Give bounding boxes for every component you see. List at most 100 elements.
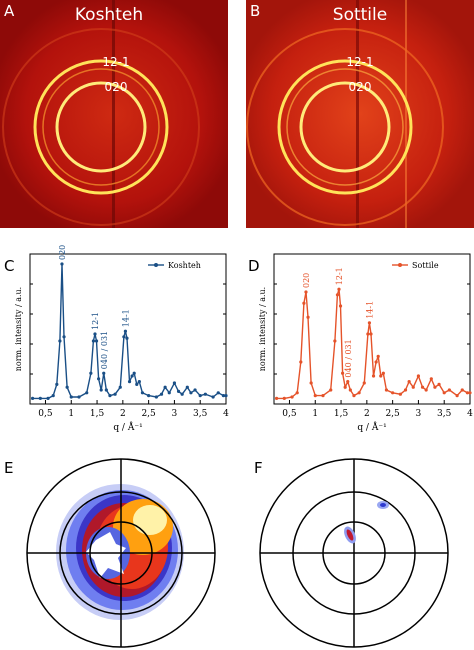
data-point [321,394,325,398]
data-point [123,329,128,333]
pole-figure-spots-f [344,501,389,544]
y-axis-label: norm. intensity / a.u. [258,287,267,371]
data-point [180,392,184,396]
data-point [159,392,164,396]
peak-label: 14-1 [365,301,374,319]
data-point [135,382,139,386]
data-point [65,385,69,389]
density-zero-region [86,532,126,578]
x-tick-label: 3 [172,409,178,419]
ring-020-b [299,81,391,173]
x-tick-label: 3 [416,409,422,419]
x-tick-label: 2,5 [385,409,400,419]
data-point [433,385,437,389]
ring-mid-b [286,68,404,186]
ring-label-020-b: 020 [349,80,372,94]
beamstop-stripe-b [356,0,359,228]
ring-label-12-1-a: 12-1 [102,55,129,69]
pole-figure-heatmap-e [56,484,184,620]
x-tick-label: 3,5 [437,409,452,419]
legend-swatch-marker [398,263,402,267]
data-point [416,374,421,378]
ring-12-1-a [33,59,169,195]
peak-label: 12-1 [91,312,100,330]
data-point [352,394,356,398]
data-point [211,395,215,399]
peak-label: 040 / 031 [100,331,109,369]
data-point [125,336,129,340]
peak-label: 020 [302,273,311,288]
data-point [357,391,361,395]
legend-swatch-marker [154,263,158,267]
data-point [69,395,73,399]
data-point [369,332,373,336]
data-point [203,392,207,396]
data-point [274,396,279,400]
data-point [295,391,299,395]
chart-panel-d: D 0,5 1 1,5 2 2,5 3 3,5 4 q / Å⁻¹ norm. intensity … [248,253,473,433]
data-point [337,287,341,291]
data-point [429,377,433,381]
data-point [94,339,99,343]
panel-a: A Koshteh 12-1 020 [0,0,228,228]
data-point [130,374,134,378]
panel-letter-d: D [248,257,260,275]
data-point [379,374,383,378]
data-point [62,335,66,339]
data-point [384,388,389,392]
data-point [140,391,145,395]
panel-f: F [254,458,449,648]
data-point [147,394,151,398]
data-point [468,391,472,395]
x-tick-label: 0,5 [38,409,53,419]
xrd-charts: C 0,5 1 1,5 2 2,5 3 3,5 4 q / Å⁻¹ norm. intensity … [4,245,473,433]
panel-title-a: Koshteh [75,5,143,25]
data-point [362,381,366,385]
density-spot-1 [380,503,386,507]
data-point [455,394,459,398]
data-point [420,385,425,389]
data-point [91,339,96,343]
x-tick-label: 1 [312,409,318,419]
data-point [376,354,380,358]
data-point [102,371,106,375]
data-point [304,290,308,294]
x-tick-label: 0,5 [282,409,297,419]
data-point [348,388,352,392]
data-point [306,315,310,319]
panel-title-b: Sottile [333,5,387,25]
data-point [442,391,446,395]
panel-letter-a: A [4,2,15,20]
data-point [108,394,112,398]
data-point [127,380,132,384]
data-point [172,381,177,385]
data-point [309,381,313,385]
ring-label-020-a: 020 [105,80,128,94]
data-point [460,388,464,392]
x-tick-label: 1 [68,409,74,419]
data-point [447,388,451,392]
data-point [398,392,402,396]
data-point [367,321,372,325]
data-point [216,391,220,395]
data-point [99,388,103,392]
data-point [391,391,395,395]
data-point [333,339,337,343]
plot-frame [29,253,227,405]
ring-label-12-1-b: 12-1 [346,55,373,69]
data-point [221,394,226,398]
beamstop-stripe-a [112,0,115,228]
x-axis-label: q / Å⁻¹ [113,421,142,433]
data-point [343,385,347,389]
chart-panel-c: C 0,5 1 1,5 2 2,5 3 3,5 4 q / Å⁻¹ norm. intensity … [4,245,229,433]
ring-outer-faint-a [2,28,200,226]
ring-outer-faint-b [246,28,444,226]
data-point [224,394,228,398]
data-point [282,396,286,400]
legend-label: Sottile [412,261,439,270]
data-point [132,371,136,375]
ring-12-1-b [277,59,413,195]
y-axis-label: norm. intensity / a.u. [14,287,23,371]
peak-label: 12-1 [335,267,344,285]
